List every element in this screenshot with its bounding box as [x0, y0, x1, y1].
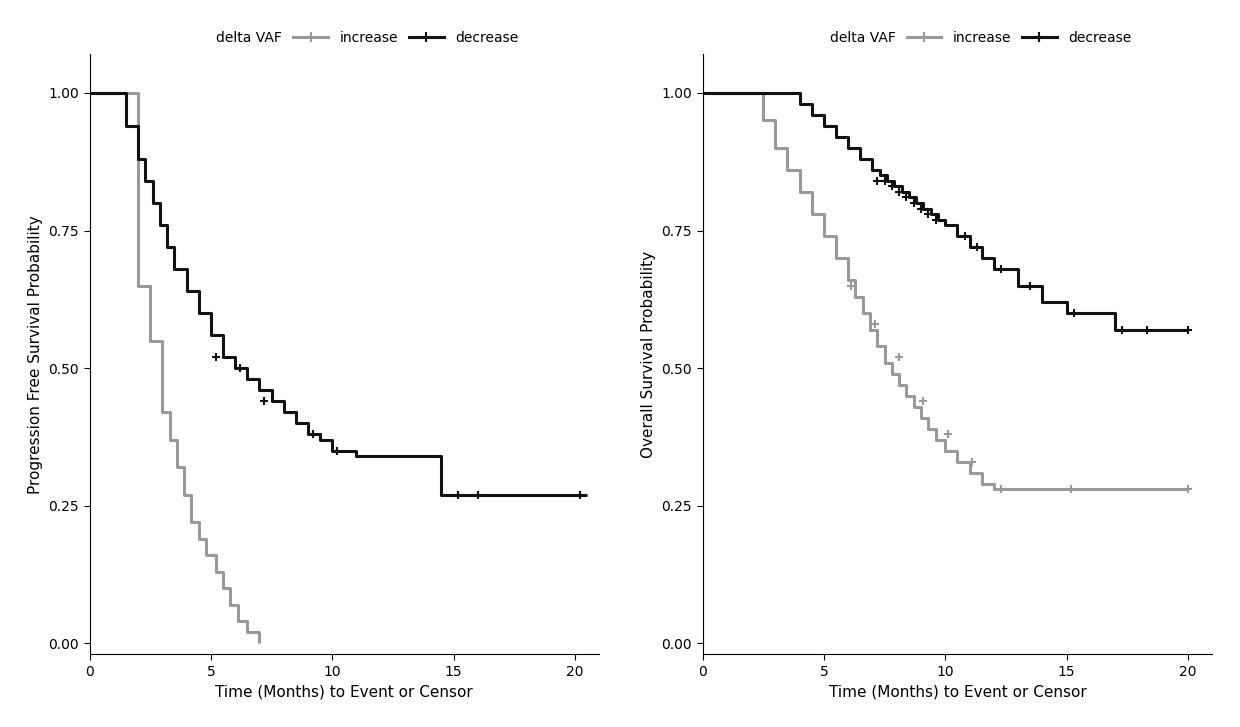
X-axis label: Time (Months) to Event or Censor: Time (Months) to Event or Censor: [828, 684, 1086, 699]
X-axis label: Time (Months) to Event or Censor: Time (Months) to Event or Censor: [216, 684, 474, 699]
Legend: delta VAF, increase, decrease: delta VAF, increase, decrease: [779, 25, 1137, 50]
Legend: delta VAF, increase, decrease: delta VAF, increase, decrease: [165, 25, 523, 50]
Y-axis label: Overall Survival Probability: Overall Survival Probability: [641, 251, 656, 458]
Y-axis label: Progression Free Survival Probability: Progression Free Survival Probability: [27, 215, 42, 494]
